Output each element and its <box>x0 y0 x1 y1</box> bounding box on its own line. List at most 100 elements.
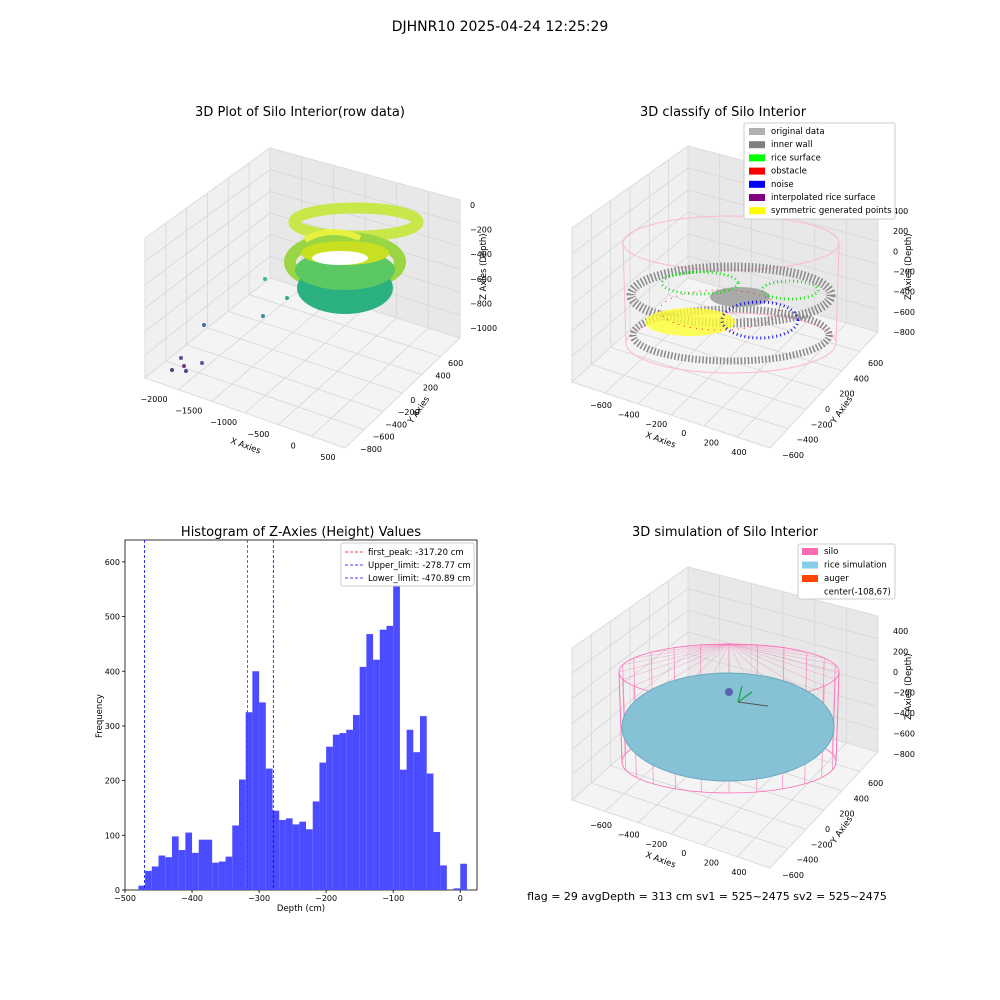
histogram-bar <box>306 829 313 890</box>
histogram-bar <box>192 852 199 890</box>
legend-label: inner wall <box>771 140 812 150</box>
y-tick-label: −600 <box>782 871 804 880</box>
legend-label: interpolated rice surface <box>771 193 876 203</box>
legend-swatch <box>749 141 765 149</box>
histogram-bar <box>259 702 266 890</box>
raw-tick-labels: −2000−1500−1000−5000500−800−600−400−2000… <box>140 201 497 462</box>
histogram-bar <box>265 768 273 890</box>
z-tick-label: 400 <box>893 627 908 636</box>
y-tick-label: 600 <box>448 359 463 368</box>
y-tick-label: −600 <box>782 451 804 460</box>
legend-swatch <box>749 180 765 188</box>
z-tick-label: −1000 <box>470 324 497 333</box>
histogram-ytick-label: 400 <box>105 667 120 676</box>
histogram-bar <box>299 821 307 890</box>
x-tick-label: 0 <box>291 441 296 450</box>
z-tick-label: 200 <box>893 227 908 236</box>
histogram-xtick-label: 0 <box>458 894 463 903</box>
histogram-ticks: −500 −400 −300 −200 −100 0 0 100 200 300 400 500 600 <box>105 558 463 903</box>
simulation-title: 3D simulation of Silo Interior <box>632 525 819 540</box>
classify-zlabel: Z Axies (Depth) <box>904 233 914 300</box>
histogram-bar <box>178 850 186 890</box>
histogram-bar <box>326 746 333 890</box>
y-tick-label: 600 <box>868 359 883 368</box>
x-tick-label: −200 <box>645 420 667 429</box>
y-tick-label: −800 <box>360 445 382 454</box>
histogram-xtick-label: −500 <box>114 894 136 903</box>
legend-label: rice surface <box>771 153 821 163</box>
histogram-title: Histogram of Z-Axies (Height) Values <box>181 525 421 540</box>
x-tick-label: 200 <box>704 439 719 448</box>
y-tick-label: −400 <box>796 436 818 445</box>
z-tick-label: 0 <box>470 201 475 210</box>
histogram-bar <box>218 861 226 890</box>
legend-swatch <box>802 548 818 555</box>
z-tick-label: 200 <box>893 648 908 657</box>
histogram-ytick-label: 0 <box>115 886 120 895</box>
histogram-bar <box>339 733 347 890</box>
histogram-legend: first_peak: -317.20 cm Upper_limit: -278.… <box>340 542 475 587</box>
z-tick-label: −600 <box>470 275 492 284</box>
x-tick-label: −2000 <box>140 395 167 404</box>
legend-swatch <box>749 154 765 162</box>
legend-label: original data <box>771 127 825 137</box>
footer-stats: flag = 29 avgDepth = 313 cm sv1 = 525~24… <box>527 890 887 903</box>
histogram-bar <box>386 625 394 890</box>
legend-swatch <box>749 167 765 175</box>
z-tick-label: −400 <box>893 288 915 297</box>
legend-label: obstacle <box>771 167 807 177</box>
histogram-bar <box>292 824 300 890</box>
z-tick-label: −200 <box>893 268 915 277</box>
y-tick-label: 0 <box>410 396 415 405</box>
legend-label: auger <box>824 574 849 584</box>
histogram-bar <box>366 634 374 890</box>
histogram-bar <box>272 810 280 890</box>
histogram-bar <box>245 712 253 890</box>
x-tick-label: 200 <box>704 859 719 868</box>
y-tick-label: 200 <box>839 810 854 819</box>
x-tick-label: −500 <box>247 430 269 439</box>
histogram-bar <box>279 820 286 890</box>
histogram-bar <box>205 839 213 890</box>
x-tick-label: 400 <box>731 868 746 877</box>
raw-xlabel: X Axies <box>229 436 262 456</box>
x-tick-label: −1500 <box>175 407 202 416</box>
raw-zlabel: Z Axies (Depth) <box>479 233 489 300</box>
classify-legend: original data inner wall rice surface obsta… <box>743 122 896 220</box>
histogram-ytick-label: 100 <box>105 831 120 840</box>
histogram-bar <box>399 769 407 890</box>
legend-swatch <box>749 207 765 215</box>
legend-label: symmetric generated points <box>771 206 892 216</box>
histogram-reference-lines <box>144 540 274 890</box>
y-tick-label: 200 <box>423 384 438 393</box>
z-tick-label: 0 <box>893 668 898 677</box>
z-tick-label: −400 <box>470 250 492 259</box>
z-tick-label: 400 <box>893 207 908 216</box>
classify-point-cloud <box>622 215 840 374</box>
x-tick-label: −1000 <box>210 418 237 427</box>
histogram-bar <box>420 716 427 890</box>
classify-ylabel: Y Axies <box>829 394 856 426</box>
histogram-bar <box>433 832 441 890</box>
histogram-bar <box>319 762 327 890</box>
z-tick-label: −800 <box>893 750 915 759</box>
histogram-ylabel: Frequency <box>95 694 105 738</box>
y-tick-label: 400 <box>435 371 450 380</box>
histogram-bar <box>158 855 166 890</box>
raw-title: 3D Plot of Silo Interior(row data) <box>195 105 405 120</box>
classify-xlabel: X Axies <box>644 430 677 450</box>
rice-simulation-surface <box>621 672 835 782</box>
histogram-bar <box>232 825 239 890</box>
histogram-bar <box>138 885 146 890</box>
histogram-bar <box>346 729 353 890</box>
x-tick-label: 0 <box>681 849 686 858</box>
y-tick-label: 0 <box>825 405 830 414</box>
histogram-bar <box>426 773 434 890</box>
histogram-bar <box>440 865 447 890</box>
x-tick-label: −200 <box>645 840 667 849</box>
y-tick-label: −200 <box>811 840 833 849</box>
z-tick-label: −600 <box>893 730 915 739</box>
y-tick-label: 600 <box>868 779 883 788</box>
histogram-legend-label: Lower_limit: -470.89 cm <box>368 574 470 584</box>
